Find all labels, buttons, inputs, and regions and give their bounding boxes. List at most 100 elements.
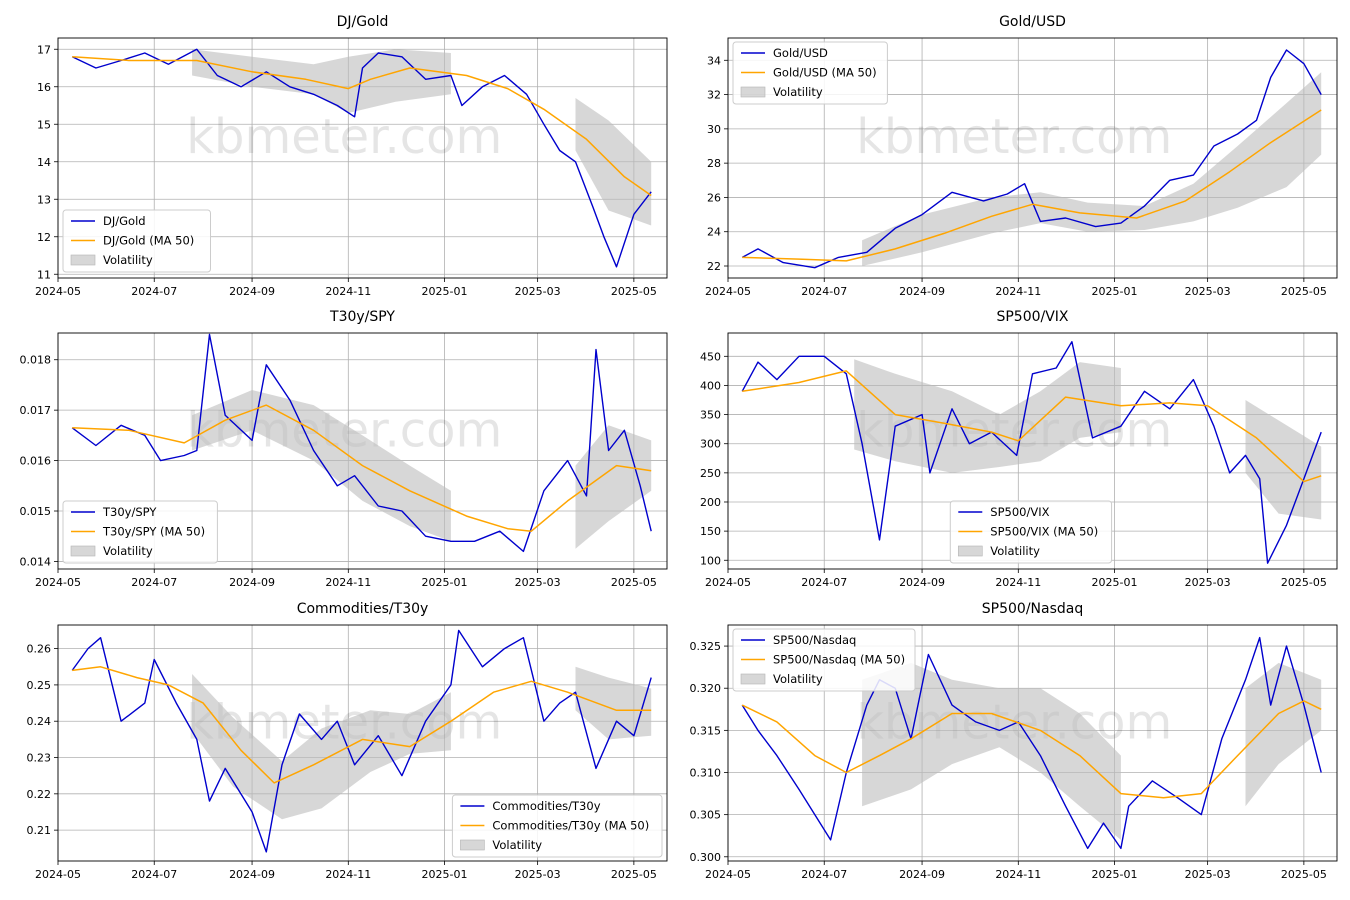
x-tick-label: 2024-11 [325, 868, 371, 881]
moving-average-line [741, 700, 1322, 799]
x-tick-label: 2025-03 [1185, 285, 1231, 298]
x-tick-label: 2024-11 [995, 285, 1041, 298]
legend: Commodities/T30y Commodities/T30y (MA 50)… [451, 794, 663, 858]
moving-average-line [72, 56, 652, 197]
x-tick-label: 2024-09 [229, 576, 275, 589]
x-tick-label: 2025-03 [515, 576, 561, 589]
y-tick-label: 200 [700, 496, 721, 509]
x-tick-label: 2024-07 [801, 868, 847, 881]
y-tick-label: 14 [37, 156, 51, 169]
chart-panel-4: 2024-05 2024-07 2024-09 2024-11 2025-01 2025-… [700, 309, 1338, 589]
volatility-band [192, 390, 451, 542]
y-tick-label: 0.320 [690, 682, 722, 695]
x-tick-label: 2025-03 [515, 868, 561, 881]
x-tick-label: 2025-05 [611, 285, 657, 298]
y-tick-label: 0.014 [20, 555, 52, 568]
volatility-band [192, 49, 451, 113]
y-tick-label: 0.24 [27, 715, 52, 728]
x-tick-label: 2024-09 [229, 285, 275, 298]
legend-box [732, 628, 916, 692]
y-tick-label: 0.018 [20, 354, 52, 367]
y-tick-label: 0.017 [20, 404, 52, 417]
chart-panel-2: 2024-05 2024-07 2024-09 2024-11 2025-01 2025-… [705, 14, 1338, 298]
y-tick-label: 12 [37, 231, 51, 244]
x-tick-label: 2025-01 [1092, 285, 1138, 298]
legend: SP500/Nasdaq SP500/Nasdaq (MA 50) Volatili… [732, 628, 916, 692]
legend-item-volatility-swatch [460, 839, 485, 851]
chart-title: Commodities/T30y [297, 601, 429, 617]
x-tick-label: 2024-07 [801, 285, 847, 298]
legend: T30y/SPY T30y/SPY (MA 50) Volatility [62, 500, 218, 564]
legend-item-volatility-swatch [957, 545, 983, 557]
legend: SP500/VIX SP500/VIX (MA 50) Volatility [949, 500, 1113, 564]
x-tick-label: 2025-05 [1281, 576, 1327, 589]
chart-title: SP500/Nasdaq [982, 601, 1083, 617]
legend-item-price: T30y/SPY [102, 505, 157, 519]
legend-item-price: Gold/USD [773, 46, 828, 60]
y-tick-label: 350 [700, 409, 721, 422]
legend-item-volatility-swatch [70, 254, 96, 266]
x-tick-label: 2024-05 [705, 868, 751, 881]
y-tick-label: 100 [700, 554, 721, 567]
y-tick-label: 0.26 [27, 643, 52, 656]
x-tick-label: 2024-05 [705, 576, 751, 589]
legend-item-moving-average: SP500/Nasdaq (MA 50) [773, 653, 905, 667]
watermark-text: kbmeter.com [186, 109, 502, 165]
volatility-band [575, 98, 652, 226]
y-tick-label: 0.310 [690, 767, 722, 780]
legend-box [62, 209, 211, 273]
y-tick-label: 11 [37, 268, 51, 281]
volatility-band [575, 666, 652, 740]
x-tick-label: 2025-01 [422, 868, 468, 881]
volatility-band [192, 674, 451, 820]
chart-panel-1: 2024-05 2024-07 2024-09 2024-11 2025-01 2025-… [35, 14, 668, 298]
chart-panel-6: 2024-05 2024-07 2024-09 2024-11 2025-01 2025-… [690, 601, 1338, 881]
volatility-band [1245, 400, 1322, 520]
chart-title: T30y/SPY [329, 309, 395, 325]
y-tick-label: 15 [37, 118, 51, 131]
y-tick-label: 32 [707, 89, 721, 102]
y-tick-label: 400 [700, 379, 721, 392]
plot-area [71, 48, 652, 268]
legend-item-volatility: Volatility [103, 544, 153, 558]
legend-item-volatility-swatch [740, 86, 766, 98]
moving-average-line [72, 404, 652, 532]
price-line [741, 341, 1322, 564]
x-tick-label: 2024-09 [899, 576, 945, 589]
x-tick-label: 2024-11 [995, 868, 1041, 881]
volatility-band [862, 662, 1121, 840]
x-tick-label: 2025-03 [1185, 868, 1231, 881]
x-tick-label: 2024-09 [229, 868, 275, 881]
chart-title: SP500/VIX [996, 309, 1068, 325]
plot-area [741, 49, 1322, 269]
x-tick-label: 2024-07 [131, 285, 177, 298]
x-tick-label: 2024-05 [705, 285, 751, 298]
y-tick-label: 30 [707, 123, 721, 136]
legend-item-moving-average: SP500/VIX (MA 50) [990, 525, 1098, 539]
y-tick-label: 0.016 [20, 455, 52, 468]
y-tick-label: 0.22 [27, 788, 52, 801]
plot-area [71, 333, 652, 553]
axes-frame [57, 624, 668, 862]
chart-title: Gold/USD [999, 14, 1066, 30]
axes-frame [57, 332, 668, 570]
x-tick-label: 2024-09 [899, 868, 945, 881]
y-tick-label: 450 [700, 350, 721, 363]
moving-average-line [72, 666, 652, 784]
volatility-band [854, 359, 1121, 473]
legend-item-volatility: Volatility [773, 672, 823, 686]
x-tick-label: 2024-05 [35, 285, 81, 298]
y-tick-label: 0.305 [690, 809, 722, 822]
legend-item-price: SP500/VIX [990, 505, 1049, 519]
price-line [71, 629, 652, 853]
price-line [71, 48, 652, 268]
watermark-text: kbmeter.com [856, 109, 1172, 165]
y-tick-label: 24 [707, 226, 721, 239]
legend-item-volatility: Volatility [773, 85, 823, 99]
price-line [71, 333, 652, 553]
legend: DJ/Gold DJ/Gold (MA 50) Volatility [62, 209, 211, 273]
y-tick-label: 250 [700, 467, 721, 480]
x-tick-label: 2025-03 [1185, 576, 1231, 589]
volatility-band [862, 72, 1322, 266]
